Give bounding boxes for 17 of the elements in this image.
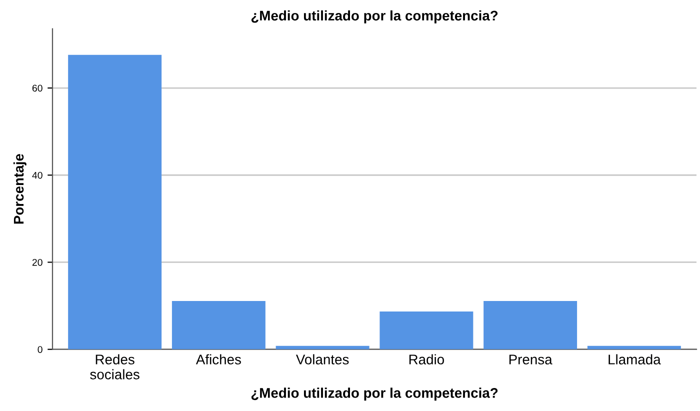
x-axis-title: ¿Medio utilizado por la competencia? [251, 388, 498, 401]
bar [484, 301, 578, 350]
x-tick-label: Radio [409, 354, 444, 364]
x-tick-label: Volantes [296, 354, 349, 364]
bar [68, 54, 162, 350]
y-axis-title: Porcentaje [13, 154, 26, 224]
y-tick-label: 40 [32, 172, 42, 179]
bar [380, 311, 474, 350]
chart-title: ¿Medio utilizado por la competencia? [251, 10, 498, 24]
y-tick-label: 0 [38, 346, 42, 353]
bar [172, 301, 266, 350]
y-tick-label: 60 [32, 84, 42, 92]
x-tick-label: Redes sociales [90, 354, 140, 380]
x-tick-label: Prensa [509, 354, 552, 364]
x-tick-label: Llamada [608, 354, 661, 364]
x-tick-label: Afiches [196, 354, 241, 364]
y-tick-label: 20 [32, 258, 42, 266]
